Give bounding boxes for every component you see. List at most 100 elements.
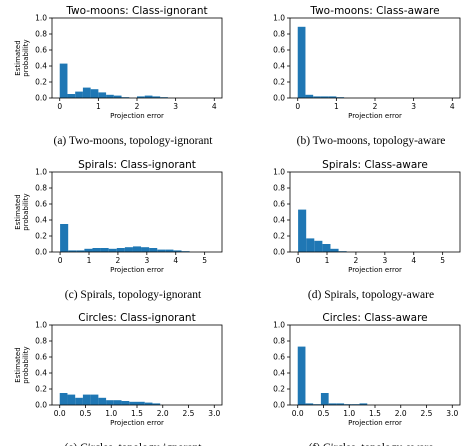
bar: [359, 403, 368, 405]
y-axis-label: Estimatedprobability: [14, 39, 30, 76]
bar: [82, 87, 91, 98]
bar: [314, 240, 323, 252]
chart-panel-4: 0.0 0.2 0.4 0.6 0.8 1.0 0 1 2 3 4 5 Spirals: Class-a…: [273, 159, 461, 301]
y-tick-label: 0.8: [273, 337, 285, 346]
x-tick-label: 3.0: [208, 409, 220, 418]
x-tick-label: 4: [173, 256, 178, 265]
y-tick-label: 0.8: [273, 184, 285, 193]
x-tick-label: 2.0: [395, 409, 407, 418]
x-axis-label: Projection error: [348, 266, 402, 274]
bar: [144, 95, 153, 98]
x-tick-label: 2: [354, 256, 359, 265]
chart-title: Spirals: Class-ignorant: [78, 159, 196, 171]
y-tick-label: 0.6: [35, 46, 47, 55]
bar: [322, 244, 331, 252]
bar: [113, 95, 122, 98]
y-tick-label: 0.2: [35, 78, 47, 87]
y-axis-label-line: probability: [22, 39, 30, 76]
y-axis-label-line: probability: [22, 193, 30, 230]
x-tick-label: 2.0: [157, 409, 169, 418]
plot-frame: [51, 171, 223, 253]
x-tick-label: 4: [212, 102, 217, 111]
y-axis-label-line: Estimated: [14, 40, 22, 75]
bar: [152, 403, 161, 405]
bar: [90, 89, 99, 98]
y-tick-label: 1.0: [35, 321, 47, 330]
x-axis-label: Projection error: [348, 112, 402, 120]
bar: [116, 248, 125, 252]
bar: [75, 91, 83, 98]
y-tick-label: 0.0: [273, 248, 285, 257]
y-tick-label: 0.8: [273, 30, 285, 39]
chart-panel-2: 0.0 0.2 0.4 0.6 0.8 1.0 0 1 2 3 4 Two-moons: Class-…: [273, 5, 461, 147]
y-tick-label: 1.0: [273, 321, 285, 330]
x-tick-label: 1: [87, 256, 92, 265]
bar: [84, 248, 93, 252]
panel-caption: (e) Circles, topology-ignorant: [64, 442, 202, 446]
y-tick-label: 0.4: [35, 216, 47, 225]
bar: [141, 247, 150, 252]
y-tick-label: 1.0: [273, 14, 285, 23]
y-tick-label: 0.0: [35, 94, 47, 103]
x-tick-label: 2.5: [421, 409, 433, 418]
bar: [59, 63, 68, 98]
panel-caption: (d) Spirals, topology-aware: [308, 289, 434, 301]
bar: [165, 249, 174, 252]
chart-panel-6: 0.0 0.2 0.4 0.6 0.8 1.0 0.0 0.5 1.0 1.5 2.0 2.5 3.0 C…: [273, 312, 461, 446]
x-tick-label: 5: [440, 256, 445, 265]
bar: [113, 400, 122, 405]
x-tick-label: 2: [373, 102, 378, 111]
bar: [98, 397, 107, 405]
x-tick-label: 0: [296, 256, 301, 265]
x-tick-label: 3: [382, 256, 387, 265]
x-tick-label: 3: [173, 102, 178, 111]
bar: [328, 96, 337, 98]
x-tick-label: 4: [450, 102, 455, 111]
chart-panel-5: 0.0 0.2 0.4 0.6 0.8 1.0 0.0 0.5 1.0 1.5 2.0 2.5 3.0 C…: [14, 312, 223, 446]
chart-panel-1: 0.0 0.2 0.4 0.6 0.8 1.0 0 1 2 3 4 Two-moons: Class-…: [14, 5, 223, 147]
x-tick-label: 0.0: [54, 409, 66, 418]
y-tick-label: 0.2: [273, 232, 285, 241]
y-tick-label: 0.8: [35, 337, 47, 346]
bar: [60, 224, 69, 252]
bar: [297, 26, 306, 98]
y-tick-label: 1.0: [273, 168, 285, 177]
plot-frame: [51, 17, 223, 99]
bar: [137, 96, 145, 98]
y-tick-label: 0.2: [35, 385, 47, 394]
bar: [320, 96, 329, 98]
bar: [106, 94, 114, 98]
bar: [144, 402, 153, 405]
y-tick-label: 0.4: [273, 216, 285, 225]
y-tick-label: 0.6: [273, 353, 285, 362]
bar: [124, 247, 133, 252]
bar: [305, 403, 314, 405]
x-tick-label: 0: [295, 102, 300, 111]
x-axis-label: Projection error: [110, 112, 164, 120]
chart-title: Two-moons: Class-aware: [309, 5, 439, 17]
y-tick-label: 0.2: [35, 232, 47, 241]
panel-caption: (c) Spirals, topology-ignorant: [65, 289, 202, 301]
y-axis-label-line: Estimated: [14, 194, 22, 229]
bar: [75, 397, 83, 405]
bar: [108, 248, 117, 252]
x-tick-label: 2: [116, 256, 121, 265]
x-tick-label: 1.5: [131, 409, 143, 418]
bar: [306, 238, 315, 252]
bar: [320, 393, 329, 405]
x-tick-label: 1.0: [105, 409, 117, 418]
x-tick-label: 3: [144, 256, 149, 265]
bar: [100, 248, 109, 252]
y-tick-label: 0.6: [273, 46, 285, 55]
bar: [67, 394, 76, 405]
panel-caption: (f) Circles, topology-aware: [309, 442, 434, 446]
y-axis-label: Estimatedprobability: [14, 346, 30, 383]
bar: [336, 403, 345, 405]
bar: [313, 96, 321, 98]
plot-frame: [51, 324, 223, 406]
y-axis-label-line: probability: [22, 346, 30, 383]
x-tick-label: 0.5: [318, 409, 330, 418]
x-axis-label: Projection error: [110, 419, 164, 427]
x-tick-label: 1.0: [343, 409, 355, 418]
